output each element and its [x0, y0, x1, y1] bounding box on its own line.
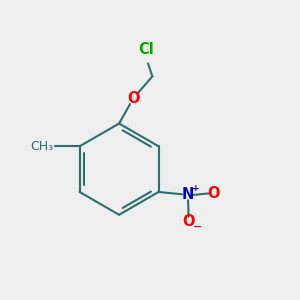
Text: N: N: [182, 188, 194, 202]
Text: O: O: [127, 91, 140, 106]
Text: O: O: [208, 186, 220, 201]
Text: CH₃: CH₃: [30, 140, 53, 153]
Text: +: +: [192, 184, 200, 193]
Text: Cl: Cl: [139, 42, 154, 57]
Text: O: O: [182, 214, 195, 230]
Text: −: −: [193, 221, 202, 231]
